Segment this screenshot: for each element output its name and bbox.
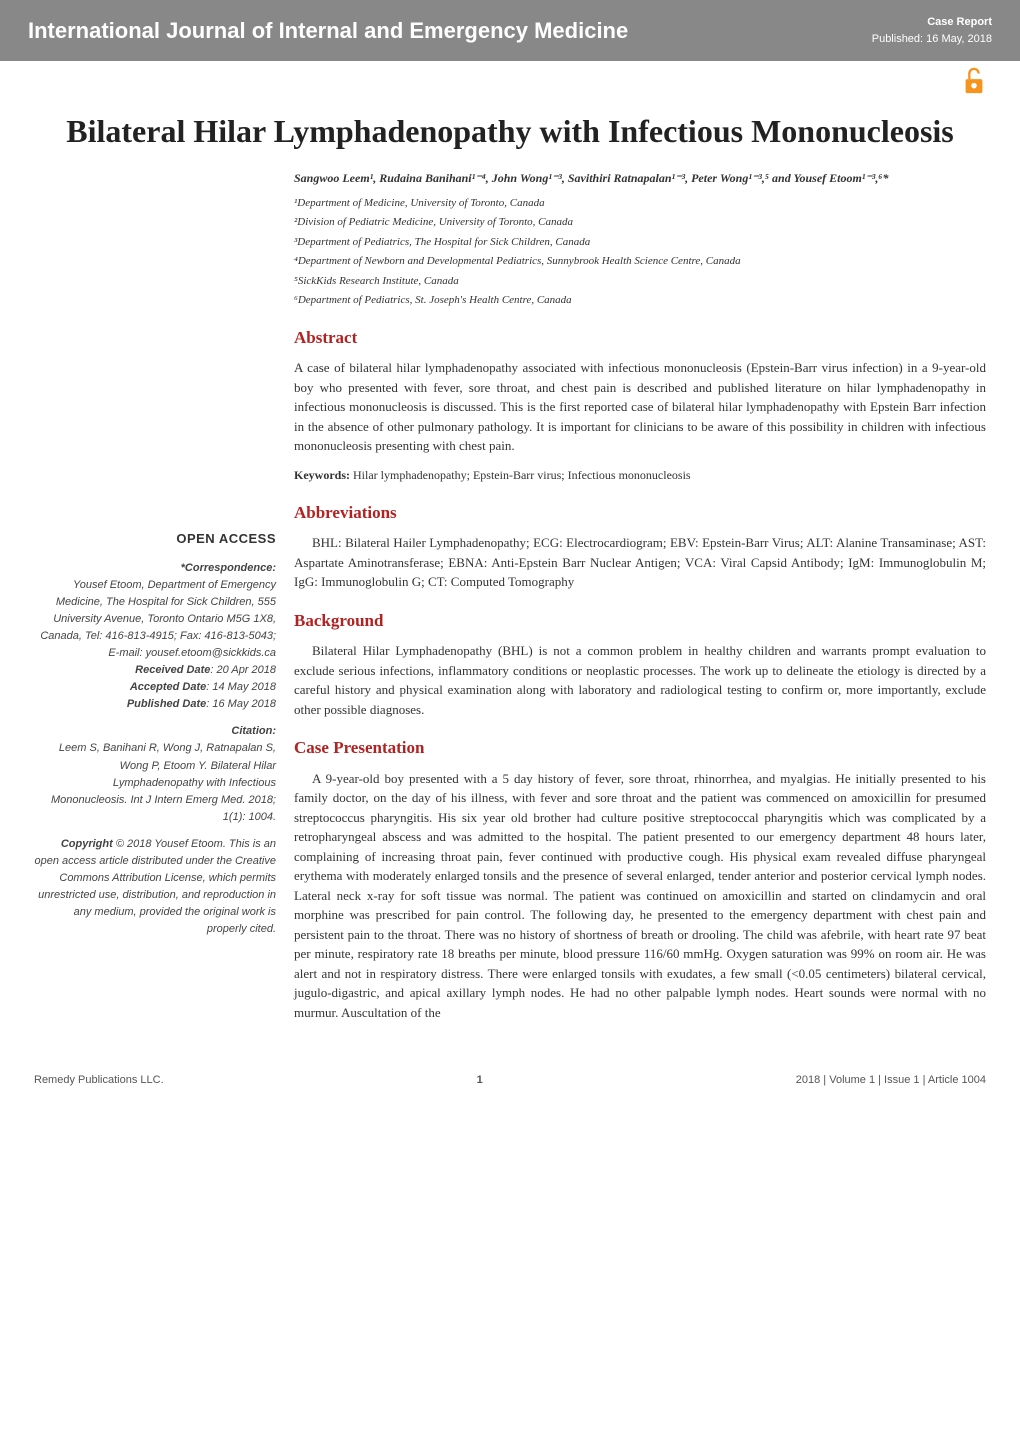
correspondence-text: Yousef Etoom, Department of Emergency Me… [34,577,276,662]
footer-right: 2018 | Volume 1 | Issue 1 | Article 1004 [796,1072,986,1089]
affiliation: ¹Department of Medicine, University of T… [294,195,986,212]
main-content: OPEN ACCESS *Correspondence: Yousef Etoo… [0,169,1020,1063]
open-access-icon [0,61,1020,101]
accepted-label: Accepted Date [130,681,206,693]
published-label: Published Date [127,698,206,710]
sidebar: OPEN ACCESS *Correspondence: Yousef Etoo… [34,169,294,1033]
published-date: : 16 May 2018 [206,698,276,710]
abstract-body: A case of bilateral hilar lymphadenopath… [294,358,986,456]
affiliation: ⁴Department of Newborn and Developmental… [294,253,986,270]
received-label: Received Date [135,664,210,676]
case-heading: Case Presentation [294,735,986,761]
copyright-text: © 2018 Yousef Etoom. This is an open acc… [34,838,276,935]
background-body: Bilateral Hilar Lymphadenopathy (BHL) is… [294,641,986,719]
lock-open-icon [960,67,988,95]
author-list: Sangwoo Leem¹, Rudaina Banihani¹⁻⁴, John… [294,169,986,187]
affiliation: ⁵SickKids Research Institute, Canada [294,273,986,290]
keywords-line: Keywords: Hilar lymphadenopathy; Epstein… [294,466,986,484]
header-meta: Case Report Published: 16 May, 2018 [872,14,992,47]
abbreviations-heading: Abbreviations [294,500,986,526]
citation-text: Leem S, Banihani R, Wong J, Ratnapalan S… [34,740,276,825]
keywords-label: Keywords: [294,468,350,482]
journal-name: International Journal of Internal and Em… [28,14,628,47]
footer-left: Remedy Publications LLC. [34,1072,164,1089]
received-date: : 20 Apr 2018 [210,664,276,676]
article-title: Bilateral Hilar Lymphadenopathy with Inf… [0,101,1020,169]
case-report-label: Case Report [872,14,992,31]
published-date-top: Published: 16 May, 2018 [872,33,992,45]
correspondence-block: *Correspondence: Yousef Etoom, Departmen… [34,560,276,938]
case-body: A 9-year-old boy presented with a 5 day … [294,769,986,1023]
accepted-date: : 14 May 2018 [206,681,276,693]
affiliation: ²Division of Pediatric Medicine, Univers… [294,214,986,231]
keywords-text: Hilar lymphadenopathy; Epstein-Barr viru… [350,468,691,482]
open-access-label: OPEN ACCESS [34,529,276,549]
footer-page-number: 1 [477,1072,483,1089]
copyright-label: Copyright [61,838,113,850]
correspondence-label: *Correspondence: [34,560,276,577]
abstract-heading: Abstract [294,325,986,351]
background-heading: Background [294,608,986,634]
citation-label: Citation: [34,723,276,740]
affiliation: ⁶Department of Pediatrics, St. Joseph's … [294,292,986,309]
affiliation: ³Department of Pediatrics, The Hospital … [294,234,986,251]
page-footer: Remedy Publications LLC. 1 2018 | Volume… [0,1062,1020,1099]
journal-header: International Journal of Internal and Em… [0,0,1020,61]
article-body: Sangwoo Leem¹, Rudaina Banihani¹⁻⁴, John… [294,169,986,1033]
abbreviations-body: BHL: Bilateral Hailer Lymphadenopathy; E… [294,533,986,592]
